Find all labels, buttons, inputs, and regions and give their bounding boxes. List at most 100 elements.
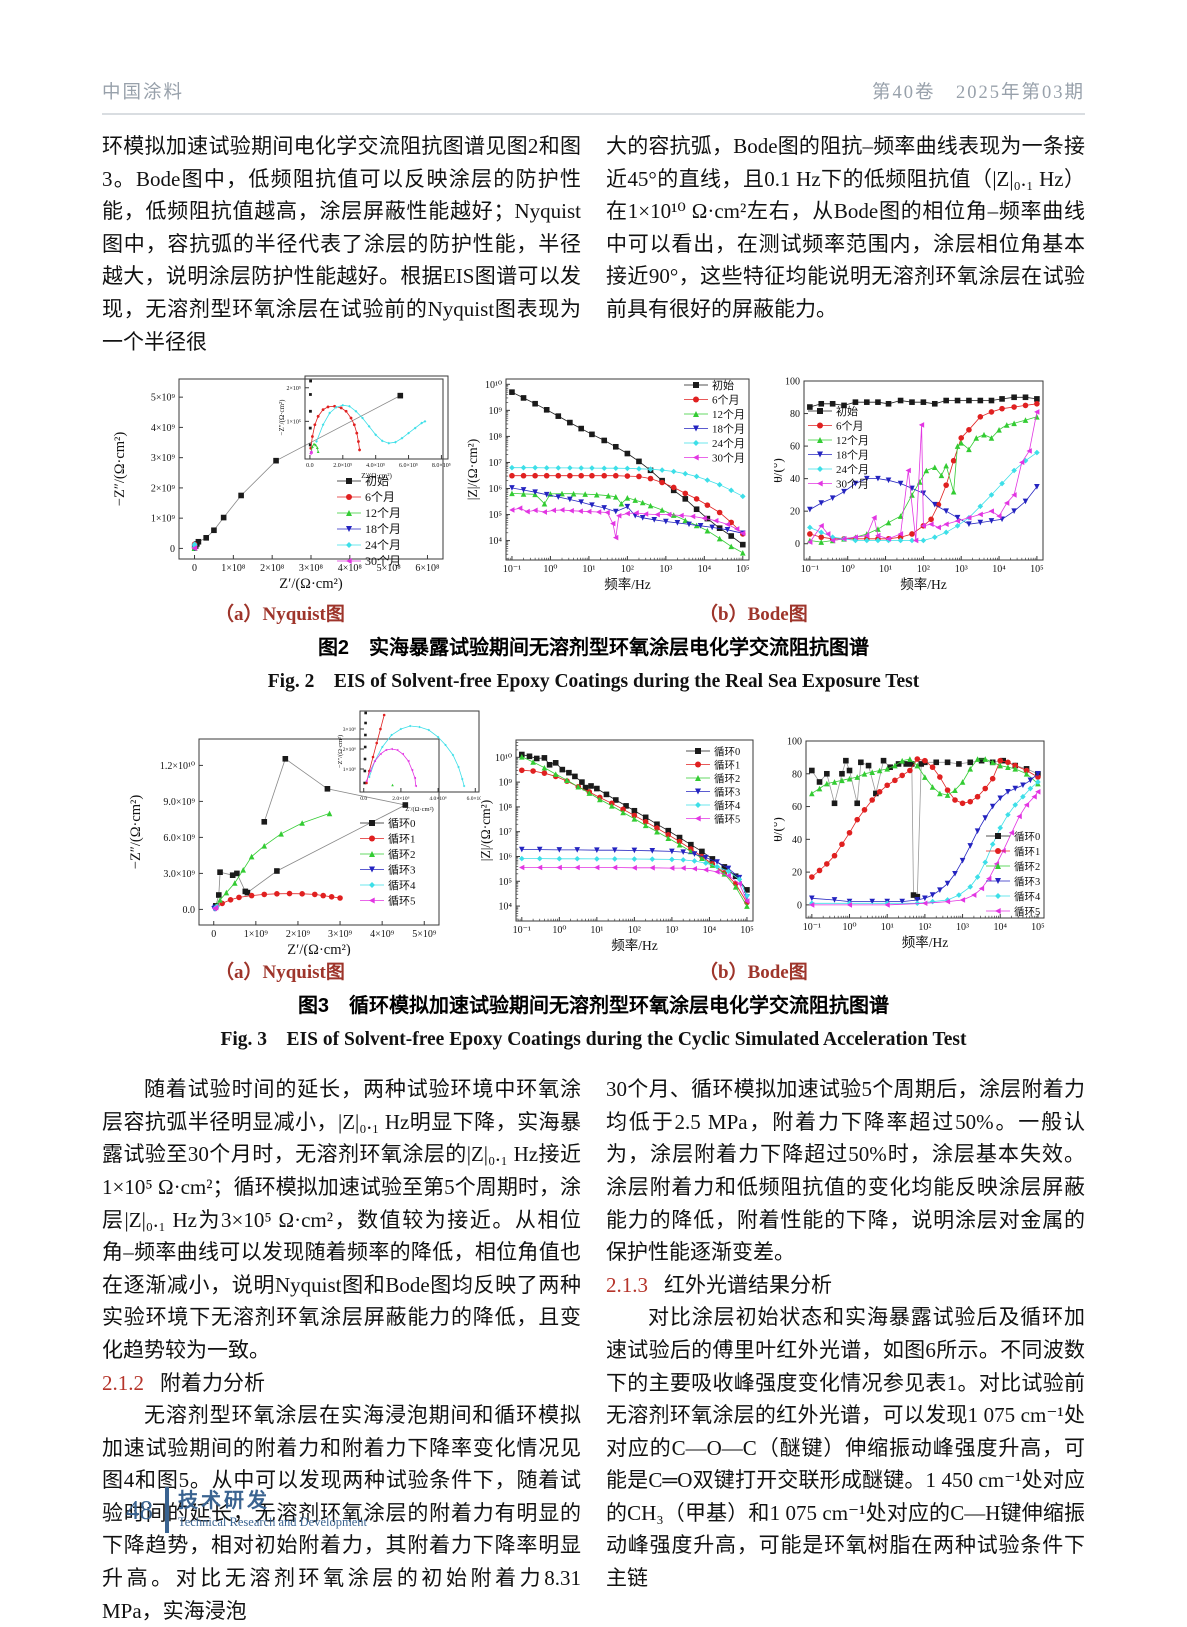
issue-info: 第40卷 2025年第03期: [871, 83, 1085, 103]
fig3-caption-zh: 图3 循环模拟加速试验期间无溶剂型环氧涂层电化学交流阻抗图谱: [297, 995, 890, 1018]
journal-title: 中国涂料: [102, 83, 185, 103]
svg-text:24个月: 24个月: [712, 437, 745, 450]
svg-text:循环1: 循环1: [388, 833, 416, 846]
svg-text:18个月: 18个月: [836, 449, 869, 462]
svg-text:|Z|/(Ω·cm²): |Z|/(Ω·cm²): [481, 800, 493, 861]
svg-text:10⁰: 10⁰: [544, 564, 558, 575]
svg-text:24个月: 24个月: [365, 538, 401, 552]
svg-text:频率/Hz: 频率/Hz: [611, 937, 658, 951]
svg-text:10⁴: 10⁴: [489, 536, 503, 547]
svg-text:10⁻¹: 10⁻¹: [802, 922, 820, 933]
svg-text:Z′/(Ω·cm²): Z′/(Ω·cm²): [279, 576, 343, 592]
svg-text:6个月: 6个月: [365, 490, 395, 504]
svg-text:θ/(°): θ/(°): [774, 458, 785, 483]
svg-text:10⁷: 10⁷: [499, 827, 513, 838]
svg-text:10¹: 10¹: [879, 564, 892, 575]
svg-text:24个月: 24个月: [836, 463, 869, 476]
svg-text:1×10⁹: 1×10⁹: [244, 929, 269, 940]
svg-text:10¹: 10¹: [583, 564, 596, 575]
svg-text:10⁵: 10⁵: [1031, 922, 1045, 933]
fig2-bode-impedance-chart: 10⁻¹ 10⁰ 10¹ 10² 10³ 10⁴ 10⁵ 10⁴ 10⁵ 10⁶ 10⁷ 10⁸ 10⁹…: [466, 378, 750, 592]
svg-text:10³: 10³: [956, 922, 969, 933]
svg-text:20: 20: [790, 507, 800, 518]
paragraph: 大的容抗弧，Bode图的阻抗–频率曲线表现为一条接近45°的直线，且0.1 Hz…: [606, 134, 1085, 321]
svg-text:4.0×10⁶: 4.0×10⁶: [429, 796, 446, 802]
svg-text:40: 40: [792, 835, 802, 846]
fig2-caption-zh: 图2 实海暴露试验期间无溶剂型环氧涂层电化学交流阻抗图谱: [317, 637, 870, 660]
svg-text:18个月: 18个月: [365, 522, 401, 536]
svg-text:θ/(°): θ/(°): [774, 817, 785, 842]
fig3-subcaption-a: （a）Nyquist图: [215, 962, 345, 984]
fig2-bode-phase-chart: 10⁻¹ 10⁰ 10¹ 10² 10³ 10⁴ 10⁵ 0 20 40 60 80 100 频率/Hz θ…: [774, 377, 1044, 593]
svg-text:循环1: 循环1: [1014, 845, 1040, 858]
svg-text:60: 60: [790, 442, 800, 453]
svg-text:10⁵: 10⁵: [499, 877, 513, 888]
svg-text:10⁰: 10⁰: [842, 922, 856, 933]
section-number: 2.1.2: [102, 1370, 144, 1395]
svg-text:初始: 初始: [836, 404, 858, 418]
figure-3: 0 1×10⁹ 2×10⁹ 3×10⁹ 4×10⁹ 5×10⁹ 0.0 3.0×10⁹ 6.0×…: [102, 701, 1085, 1051]
figure-3-charts: 0 1×10⁹ 2×10⁹ 3×10⁹ 4×10⁹ 5×10⁹ 0.0 3.0×10⁹ 6.0×…: [102, 701, 1085, 956]
fig3-caption-en: Fig. 3 EIS of Solvent-free Epoxy Coating…: [220, 1029, 967, 1051]
svg-text:10⁴: 10⁴: [993, 922, 1007, 933]
svg-text:10³: 10³: [666, 925, 679, 936]
svg-text:Z′/(Ω·cm²): Z′/(Ω·cm²): [405, 806, 433, 813]
svg-text:12个月: 12个月: [836, 434, 869, 447]
svg-text:0.0: 0.0: [360, 796, 367, 802]
svg-text:4×10⁸: 4×10⁸: [338, 563, 363, 574]
paragraph: 环模拟加速试验期间电化学交流阻抗图谱见图2和图3。Bode图中，低频阻抗值可以反…: [102, 134, 581, 354]
svg-text:1×10⁸: 1×10⁸: [221, 563, 246, 574]
svg-text:12个月: 12个月: [712, 408, 745, 421]
svg-text:循环5: 循环5: [714, 813, 740, 826]
svg-text:循环0: 循环0: [714, 745, 740, 758]
right-column-top: 大的容抗弧，Bode图的阻抗–频率曲线表现为一条接近45°的直线，且0.1 Hz…: [606, 130, 1085, 358]
svg-text:0: 0: [795, 539, 800, 550]
svg-text:0: 0: [170, 544, 175, 555]
svg-text:−Z″/(Ω·cm²): −Z″/(Ω·cm²): [112, 432, 128, 507]
left-column-bottom: 随着试验时间的延长，两种试验环境中环氧涂层容抗弧半径明显减小，|Z|₀.₁ Hz…: [102, 1073, 581, 1627]
svg-text:循环3: 循环3: [1014, 875, 1040, 888]
svg-text:10¹: 10¹: [880, 922, 893, 933]
svg-text:10³: 10³: [660, 564, 673, 575]
svg-text:0: 0: [192, 563, 197, 574]
svg-text:10⁰: 10⁰: [840, 564, 854, 575]
left-column-top: 环模拟加速试验期间电化学交流阻抗图谱见图2和图3。Bode图中，低频阻抗值可以反…: [102, 130, 581, 358]
svg-text:10¹⁰: 10¹⁰: [495, 753, 512, 764]
fig3-nyquist-chart: 0 1×10⁹ 2×10⁹ 3×10⁹ 4×10⁹ 5×10⁹ 0.0 3.0×10⁹ 6.0×…: [128, 710, 482, 956]
svg-text:循环0: 循环0: [1014, 830, 1040, 843]
svg-text:10⁴: 10⁴: [992, 564, 1006, 575]
svg-text:10⁶: 10⁶: [489, 484, 503, 495]
paragraph: 无溶剂型环氧涂层在实海浸泡期间和循环模拟加速试验期间的附着力和附着力下降率变化情…: [102, 1403, 581, 1623]
svg-text:100: 100: [787, 737, 802, 748]
fig2-subcaption-a: （a）Nyquist图: [215, 604, 345, 626]
svg-text:频率/Hz: 频率/Hz: [901, 934, 948, 950]
svg-text:3×10⁸: 3×10⁸: [299, 563, 324, 574]
svg-text:30个月: 30个月: [712, 452, 745, 465]
footer-section: 技术研发 Technical Research and Development: [178, 1489, 367, 1531]
footer-section-en: Technical Research and Development: [178, 1515, 367, 1529]
figure-2-subcaptions: （a）Nyquist图 （b）Bode图: [102, 599, 1085, 626]
svg-text:8.0×10⁵: 8.0×10⁵: [432, 463, 451, 469]
svg-text:10³: 10³: [954, 564, 967, 575]
fig3-bode-phase-chart: 10⁻¹ 10⁰ 10¹ 10² 10³ 10⁴ 10⁵ 0 20 40 60 80 100 频率/Hz θ…: [774, 737, 1045, 951]
svg-text:1×10⁶: 1×10⁶: [343, 767, 356, 773]
svg-text:2×10⁵: 2×10⁵: [287, 386, 301, 392]
svg-text:10⁵: 10⁵: [736, 564, 750, 575]
svg-text:3×10⁹: 3×10⁹: [151, 453, 176, 464]
svg-text:|Z|/(Ω·cm²): |Z|/(Ω·cm²): [466, 439, 480, 500]
svg-text:10⁹: 10⁹: [499, 778, 513, 789]
svg-text:10⁶: 10⁶: [499, 852, 513, 863]
svg-text:6.0×10⁶: 6.0×10⁶: [467, 796, 482, 802]
section-number: 2.1.3: [606, 1272, 648, 1297]
svg-text:10¹⁰: 10¹⁰: [485, 380, 502, 391]
svg-text:6个月: 6个月: [836, 420, 864, 433]
svg-text:10⁴: 10⁴: [499, 902, 513, 913]
svg-text:0.0: 0.0: [306, 463, 314, 469]
svg-text:10¹: 10¹: [591, 925, 604, 936]
svg-text:循环1: 循环1: [714, 759, 740, 772]
svg-text:−Z″/(Ω·cm²): −Z″/(Ω·cm²): [278, 399, 286, 436]
svg-text:5×10⁹: 5×10⁹: [151, 393, 176, 404]
figure-3-subcaptions: （a）Nyquist图 （b）Bode图: [102, 957, 1085, 984]
svg-text:循环5: 循环5: [388, 895, 416, 908]
svg-text:6.0×10⁹: 6.0×10⁹: [163, 833, 195, 844]
